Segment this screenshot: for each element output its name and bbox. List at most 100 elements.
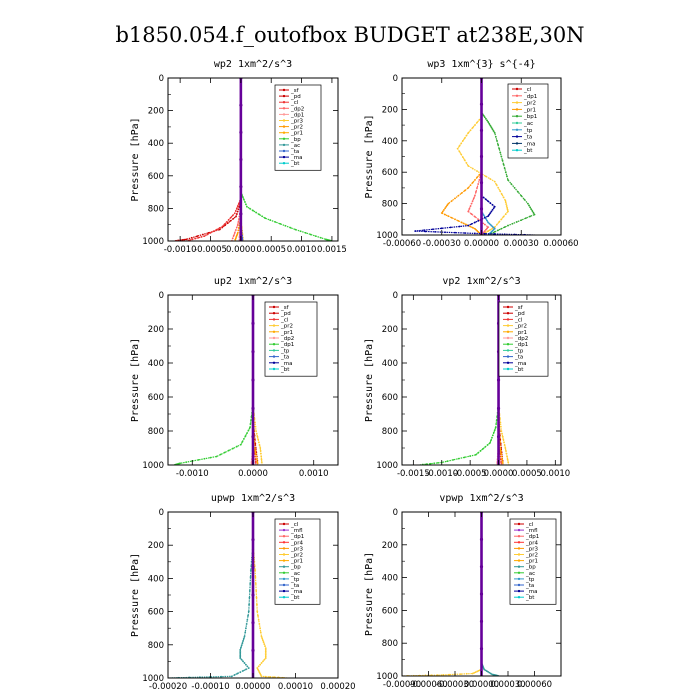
series-point <box>458 225 461 228</box>
series-point <box>223 451 226 454</box>
series-point <box>259 674 262 676</box>
legend-entry: _pr3 <box>525 546 539 552</box>
series-point <box>486 443 489 446</box>
series-point <box>474 453 477 456</box>
legend-marker <box>515 87 519 91</box>
series-point <box>460 221 463 224</box>
series-point <box>185 238 188 241</box>
series-point <box>460 192 463 195</box>
series-point <box>473 671 476 674</box>
series-point <box>183 238 186 241</box>
x-tick-label: 0.00010 <box>278 682 313 692</box>
series-point <box>485 670 488 672</box>
legend-box <box>498 301 549 377</box>
legend-marker <box>272 324 276 327</box>
x-tick-label: -0.0010 <box>164 245 197 255</box>
y-axis-label: Pressure [hPa] <box>364 114 375 198</box>
series-point <box>202 233 204 236</box>
y-tick-label: 200 <box>148 325 164 335</box>
series-point <box>235 236 238 238</box>
legend-entry: _pr2 <box>525 553 538 559</box>
legend-entry: _sf <box>514 305 524 311</box>
series-point <box>498 221 501 223</box>
legend-marker <box>517 589 521 593</box>
series-point <box>257 441 260 444</box>
legend-entry: _sf <box>290 88 300 94</box>
series-point <box>505 452 508 455</box>
series-point <box>445 205 448 208</box>
series-point <box>523 198 526 201</box>
legend-marker <box>515 94 519 98</box>
series-point <box>215 228 218 231</box>
y-tick-label: 1000 <box>376 461 398 471</box>
series-point <box>503 226 506 229</box>
series-point <box>262 641 265 644</box>
series-point <box>484 669 487 672</box>
legend-entry: _cl <box>523 87 532 93</box>
series-point <box>235 213 238 216</box>
series-point <box>474 671 477 674</box>
series-point <box>251 321 255 325</box>
series-point <box>489 178 492 180</box>
series-point <box>500 193 503 196</box>
series-point <box>494 135 497 138</box>
legend-marker <box>517 596 521 599</box>
series-point <box>203 457 206 460</box>
legend-entry: _mfl <box>290 528 303 534</box>
legend-entry: _pr1 <box>514 330 527 336</box>
series-point <box>498 147 501 150</box>
legend-entry: _dp1 <box>290 534 304 540</box>
series-point <box>237 208 240 211</box>
series-point <box>249 423 252 425</box>
series-point <box>414 230 417 232</box>
legend-entry: _ta <box>525 583 534 589</box>
series-point <box>203 235 206 238</box>
series-point <box>259 663 261 666</box>
legend-marker <box>506 312 510 315</box>
series-point <box>219 453 222 456</box>
legend-marker <box>282 553 286 556</box>
series-point <box>260 662 263 664</box>
series-point <box>264 217 267 220</box>
legend-entry: _cl <box>525 522 534 528</box>
y-tick-label: 400 <box>382 574 398 584</box>
legend-marker <box>272 355 276 358</box>
series-point <box>424 230 427 233</box>
series-point <box>458 150 461 153</box>
series-point <box>446 204 449 207</box>
series-point <box>239 103 243 107</box>
legend-entry: _dp1 <box>280 342 294 348</box>
series-point <box>264 675 267 678</box>
series-point <box>242 198 245 201</box>
series-point <box>433 462 436 465</box>
series-point <box>454 197 456 200</box>
series-point <box>254 449 257 452</box>
series-point <box>497 187 500 189</box>
x-tick-label: -0.00020 <box>149 682 187 692</box>
series-point <box>314 235 317 238</box>
legend-entry: _pr4 <box>525 540 539 546</box>
y-axis-label: Pressure [hPa] <box>364 552 375 636</box>
x-tick-label: 0.00030 <box>490 680 525 690</box>
x-tick-label: -0.0010 <box>425 469 458 479</box>
x-tick-label: -0.0005 <box>454 469 487 479</box>
series-point <box>264 648 267 651</box>
series-point <box>248 589 251 592</box>
series-point <box>463 456 466 459</box>
series-point <box>485 117 487 120</box>
legend-marker <box>282 589 286 593</box>
legend-entry: _ta <box>514 355 523 361</box>
y-axis-label: Pressure [hPa] <box>364 338 375 422</box>
series-point <box>240 646 242 649</box>
series-point <box>209 456 212 459</box>
series-point <box>429 462 432 465</box>
series-point <box>258 623 261 625</box>
legend-entry: _dp2 <box>514 336 528 342</box>
series-point <box>463 137 466 140</box>
legend: _cl_dp1_pr2_pr1_bp1_ac_tp_ta_ma_bt <box>507 83 549 159</box>
series-point <box>241 196 244 198</box>
series-point <box>517 190 519 193</box>
series-point <box>452 459 455 461</box>
legend-marker <box>282 113 286 116</box>
